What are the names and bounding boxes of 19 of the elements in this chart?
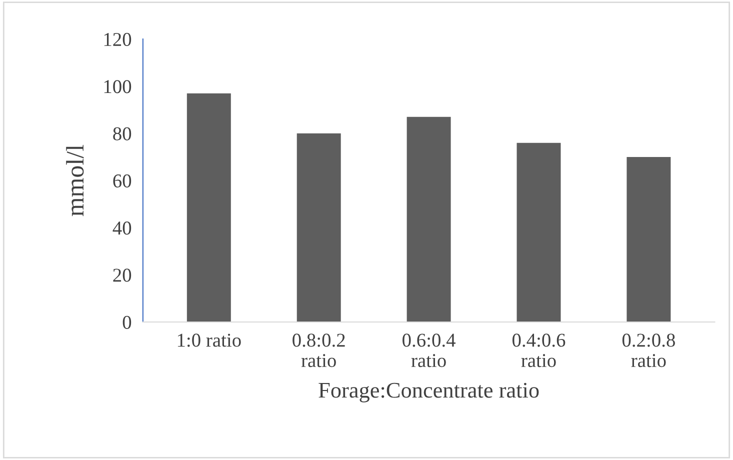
y-tick-label: 120 (104, 32, 132, 46)
bar (406, 116, 451, 322)
y-tick-label: 40 (112, 222, 132, 235)
y-tick-label: 80 (113, 127, 132, 140)
bar (626, 156, 671, 322)
x-tick-label: 0.8:0.2 ratio (292, 334, 345, 368)
y-axis-title: mmol/l (66, 144, 84, 216)
x-tick-label: 0.4:0.6 ratio (512, 334, 566, 368)
x-axis-title: Forage:Concentrate ratio (318, 382, 539, 402)
x-tick-label: 0.2:0.8 ratio (622, 334, 675, 368)
y-tick-label: 20 (113, 268, 132, 282)
y-tick-label: 0 (122, 316, 132, 329)
y-tick-label: 100 (104, 80, 132, 94)
x-tick-label: 1:0 ratio (178, 334, 241, 347)
bar (186, 93, 231, 322)
bar (296, 133, 341, 322)
y-tick-label: 60 (113, 174, 132, 188)
bar (516, 142, 561, 322)
x-tick-label: 0.6:0.4 ratio (402, 334, 456, 368)
